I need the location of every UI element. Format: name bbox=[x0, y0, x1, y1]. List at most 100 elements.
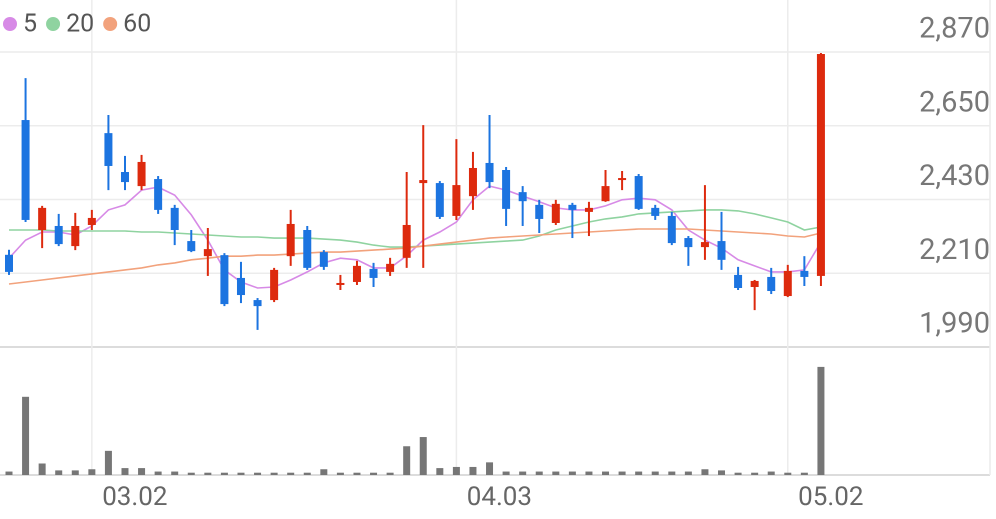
volume-bar bbox=[701, 469, 709, 475]
candle-body bbox=[518, 192, 527, 202]
candle-body bbox=[54, 225, 63, 245]
legend-marker bbox=[103, 17, 118, 31]
candle-body bbox=[568, 204, 577, 210]
volume-bar bbox=[38, 463, 46, 475]
candle-body bbox=[601, 186, 610, 202]
y-tick-label: 1,990 bbox=[919, 307, 990, 341]
y-tick-label: 2,430 bbox=[919, 159, 990, 193]
candle-body bbox=[551, 203, 560, 223]
candle-body bbox=[120, 172, 129, 183]
volume-bar bbox=[121, 468, 129, 475]
x-tick-label: 05.02 bbox=[798, 482, 863, 512]
volume-bar bbox=[204, 472, 212, 475]
candle-body bbox=[369, 268, 378, 278]
candle-body bbox=[303, 230, 312, 268]
volume-bar bbox=[751, 472, 759, 475]
volume-bar bbox=[138, 468, 146, 475]
ma-line bbox=[8, 228, 822, 285]
volume-bar bbox=[5, 471, 13, 475]
candle-body bbox=[783, 270, 792, 297]
volume-bar bbox=[220, 472, 228, 475]
volume-bar bbox=[22, 396, 30, 475]
volume-bar bbox=[270, 472, 278, 475]
candle-body bbox=[352, 265, 361, 282]
x-tick-label: 04.03 bbox=[467, 482, 532, 512]
volume-bar bbox=[568, 471, 576, 475]
volume-bar bbox=[254, 472, 262, 475]
candle-body bbox=[402, 224, 411, 258]
volume-bar bbox=[336, 472, 344, 475]
volume-bar bbox=[154, 471, 162, 475]
candle-body bbox=[535, 204, 544, 219]
candle-body bbox=[319, 252, 328, 267]
volume-bar bbox=[552, 471, 560, 475]
volume-bar bbox=[436, 468, 444, 475]
volume-bar bbox=[535, 471, 543, 475]
volume-bar bbox=[55, 470, 63, 475]
candle-body bbox=[5, 254, 13, 272]
candle-body bbox=[87, 217, 96, 225]
volume-bar bbox=[88, 469, 96, 475]
volume-bar bbox=[519, 471, 527, 475]
volume-bar bbox=[602, 471, 610, 475]
volume-bar bbox=[287, 472, 295, 475]
candle-body bbox=[684, 238, 693, 248]
candle-body bbox=[468, 167, 477, 197]
volume-bar bbox=[668, 471, 676, 475]
legend-marker bbox=[46, 17, 61, 31]
volume-bar bbox=[651, 471, 659, 475]
volume-bar bbox=[585, 471, 593, 475]
candle-body bbox=[750, 280, 759, 287]
volume-bar bbox=[618, 471, 626, 475]
volume-bar bbox=[767, 471, 775, 475]
candle-body bbox=[700, 242, 709, 248]
volume-bar bbox=[71, 470, 79, 475]
y-tick-label: 2,650 bbox=[919, 85, 990, 119]
candle-body bbox=[452, 185, 461, 216]
candle-body bbox=[270, 269, 279, 301]
legend-label: 5 bbox=[23, 10, 37, 39]
candle-body bbox=[667, 215, 676, 244]
candle-body bbox=[717, 241, 726, 260]
candle-body bbox=[187, 241, 196, 252]
candle-body bbox=[419, 180, 428, 184]
volume-bar bbox=[486, 462, 494, 475]
candle-body bbox=[634, 176, 643, 209]
candle-body bbox=[816, 54, 825, 276]
volume-bar bbox=[734, 472, 742, 475]
volume-bar bbox=[237, 472, 245, 475]
volume-bar bbox=[718, 470, 726, 475]
candle-body bbox=[800, 270, 809, 277]
ma-line bbox=[8, 185, 822, 289]
candle-body bbox=[584, 207, 593, 212]
candle-body bbox=[203, 249, 212, 257]
volume-bar bbox=[171, 471, 179, 475]
candle-body bbox=[220, 255, 229, 305]
volume-bar bbox=[800, 472, 808, 475]
legend: 5 20 60 bbox=[3, 10, 151, 39]
volume-bar bbox=[187, 472, 195, 475]
candle-body bbox=[154, 179, 163, 210]
volume-bar bbox=[502, 471, 510, 475]
candle-body bbox=[236, 277, 245, 296]
candle-body bbox=[286, 223, 295, 257]
volume-bar bbox=[403, 446, 411, 475]
candle-body bbox=[71, 225, 80, 247]
volume-bar bbox=[684, 471, 692, 475]
volume-bar bbox=[452, 466, 460, 475]
volume-bar bbox=[370, 472, 378, 475]
legend-marker bbox=[3, 17, 17, 31]
candle-body bbox=[485, 162, 494, 183]
candle-body bbox=[435, 183, 444, 217]
candle-body bbox=[651, 207, 660, 216]
volume-bar bbox=[303, 472, 311, 475]
y-tick-label: 2,210 bbox=[919, 233, 990, 267]
candle-body bbox=[767, 276, 776, 292]
volume-bar bbox=[419, 437, 427, 475]
volume-bar bbox=[817, 366, 825, 475]
y-tick-label: 2,870 bbox=[919, 12, 990, 46]
volume-bar bbox=[386, 472, 394, 475]
candle-body bbox=[386, 263, 395, 272]
